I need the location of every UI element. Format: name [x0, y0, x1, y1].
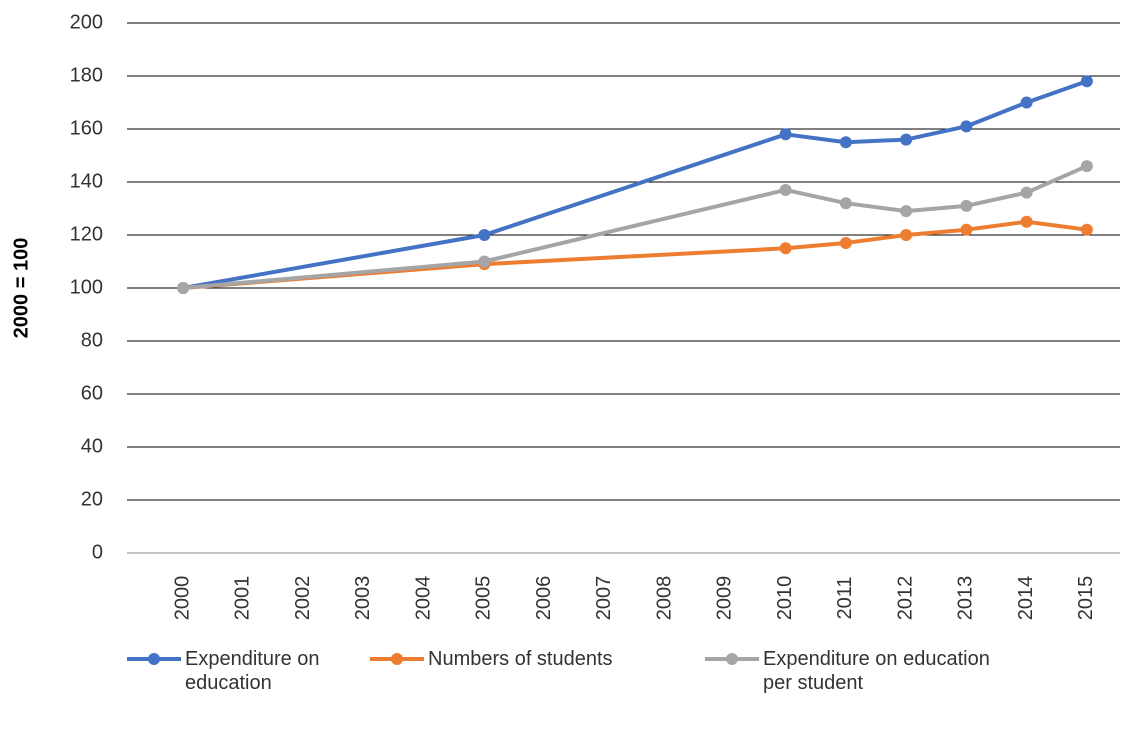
y-tick-label: 100 [70, 276, 103, 298]
x-tick-label: 2012 [894, 576, 916, 621]
series-line [182, 79, 1088, 290]
point [1080, 75, 1093, 88]
point [839, 236, 852, 249]
y-tick-label: 40 [81, 435, 103, 457]
point [1020, 96, 1033, 109]
y-tick-label: 20 [81, 488, 103, 510]
legend-label: Numbers of students [428, 648, 613, 670]
point [839, 197, 852, 210]
x-tick-label: 2014 [1015, 576, 1037, 621]
point [779, 183, 792, 196]
y-tick-label: 180 [70, 64, 103, 86]
point [839, 136, 852, 149]
y-axis-label: 2000 = 100 [10, 238, 32, 339]
y-tick-label: 140 [70, 170, 103, 192]
y-tick-label: 60 [81, 382, 103, 404]
x-tick-label: 2007 [593, 576, 615, 621]
legend-marker [726, 653, 738, 665]
y-tick-label: 120 [70, 223, 103, 245]
point [177, 282, 190, 294]
point [1080, 223, 1093, 236]
x-tick-label: 2006 [533, 576, 555, 621]
point [960, 223, 973, 236]
y-tick-label: 200 [70, 11, 103, 33]
point [1020, 186, 1033, 199]
x-tick-label: 2002 [292, 576, 314, 621]
point [779, 242, 792, 255]
y-tick-label: 160 [70, 117, 103, 139]
series-line [182, 219, 1088, 290]
x-tick-label: 2010 [774, 576, 796, 621]
series-line [182, 164, 1088, 290]
legend-marker [391, 653, 403, 665]
point [900, 229, 913, 241]
point [779, 128, 792, 141]
x-tick-label: 2009 [714, 576, 736, 621]
legend-label: Expenditure on education [185, 648, 320, 694]
point [1080, 160, 1093, 173]
point [478, 255, 491, 268]
x-tick-label: 2008 [653, 576, 675, 621]
point [960, 120, 973, 133]
x-tick-label: 2013 [955, 576, 977, 621]
y-tick-label: 80 [81, 329, 103, 351]
x-tick-label: 2015 [1075, 576, 1097, 621]
x-tick-label: 2003 [352, 576, 374, 621]
x-tick-label: 2000 [171, 576, 193, 621]
x-tick-label: 2005 [473, 576, 495, 621]
point [900, 133, 913, 146]
point [478, 229, 491, 241]
y-tick-label: 0 [92, 541, 103, 563]
x-tick-label: 2004 [412, 576, 434, 621]
x-tick-label: 2011 [834, 576, 856, 619]
point [1020, 215, 1033, 228]
point [900, 205, 913, 218]
legend-marker [148, 653, 160, 665]
x-tick-label: 2001 [232, 576, 254, 621]
point [960, 199, 973, 212]
legend-label: Expenditure on education per student [763, 648, 990, 694]
